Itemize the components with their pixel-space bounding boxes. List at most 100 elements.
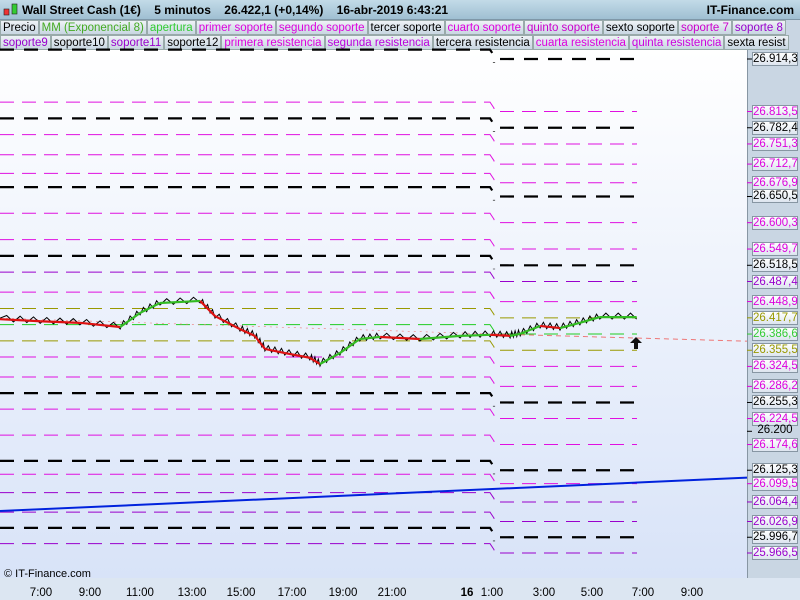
previous-level-line [0, 154, 495, 169]
ema-line [214, 315, 241, 331]
previous-level-line [0, 459, 496, 475]
previous-level-line [0, 48, 496, 63]
price-label: 26.600,3 [752, 215, 798, 230]
ema-line [509, 332, 521, 337]
price-label: 26.712,7 [752, 157, 798, 172]
price-label: 26.255,3 [752, 395, 798, 410]
legend-item[interactable]: soporte9 [0, 35, 51, 50]
previous-level-line [0, 356, 495, 371]
ema-line [460, 333, 491, 337]
time-label: 7:00 [631, 587, 655, 599]
trendline [0, 476, 748, 513]
previous-level-line [0, 324, 495, 339]
previous-level-line [0, 543, 495, 557]
previous-level-line [0, 391, 496, 407]
plot-background [0, 50, 747, 578]
legend-item[interactable]: quinta resistencia [628, 35, 725, 50]
previous-level-line [0, 134, 495, 148]
previous-level-line [0, 408, 495, 423]
previous-level-line [0, 271, 495, 286]
legend-item[interactable]: Precio [0, 20, 39, 35]
previous-level-line [0, 340, 495, 355]
time-label: 9:00 [680, 587, 704, 599]
ema-line [253, 335, 266, 350]
price-label: 26.224,5 [752, 411, 798, 426]
legend-item[interactable]: sexto soporte [602, 20, 678, 35]
price-label: 26.813,5 [752, 104, 798, 119]
legend-item[interactable]: soporte 8 [731, 20, 786, 35]
legend-item[interactable]: quinto soporte [524, 20, 603, 35]
legend-row-2: soporte9 soporte10 soporte11 soporte12 prime… [0, 35, 789, 50]
previous-level-line [0, 307, 495, 322]
ema-line [359, 335, 381, 341]
ema-line [579, 316, 601, 324]
previous-level-line [0, 434, 495, 449]
legend-item[interactable]: sexta resist [724, 35, 789, 50]
price-label: 26.064,4 [752, 494, 798, 509]
ema-line [79, 321, 121, 329]
time-label: 3:00 [532, 587, 556, 599]
previous-level-line [0, 473, 495, 488]
time-label: 13:00 [177, 587, 207, 599]
ema-line [0, 318, 41, 323]
ema-line [490, 333, 511, 337]
ema-line [419, 334, 461, 341]
price-label: 26.487,4 [752, 274, 798, 289]
previous-level-line [0, 511, 495, 526]
ema-line [319, 352, 341, 365]
ema-line [309, 356, 321, 365]
legend-item[interactable]: soporte 7 [677, 20, 732, 35]
last-price-line [492, 333, 748, 342]
ema-line [264, 347, 286, 355]
previous-level-line [0, 291, 495, 306]
ema-line [519, 324, 541, 335]
price-label: 26.914,3 [752, 52, 798, 66]
price-label: 26.650,5 [752, 189, 798, 204]
previous-level-line [0, 239, 495, 254]
price-label: 26.448,9 [752, 294, 798, 309]
ema-line [40, 320, 80, 324]
ema-line [159, 299, 201, 305]
legend-item[interactable]: segunda resistencia [324, 35, 433, 50]
time-label: 5:00 [580, 587, 604, 599]
reference-line [0, 317, 494, 335]
previous-level-line [0, 117, 496, 132]
time-label: 21:00 [377, 587, 407, 599]
time-axis [0, 578, 800, 600]
time-label: 15:00 [226, 587, 256, 599]
price-label: 26.125,3 [752, 463, 798, 478]
time-label: 9:00 [78, 587, 102, 599]
previous-level-line [0, 172, 495, 187]
previous-level-line [0, 254, 496, 270]
price-label: 26.174,6 [752, 437, 798, 452]
price-label: 26.026,9 [752, 514, 798, 529]
price-label: 26.751,3 [752, 136, 798, 151]
price-label: 26.324,5 [752, 359, 798, 374]
ema-line [239, 328, 256, 337]
candlestick-logo-icon [3, 3, 18, 16]
legend-item[interactable]: segundo soporte [275, 20, 368, 35]
price-label: 26.355,5 [752, 343, 798, 358]
price-label: 25.996,7 [752, 530, 798, 545]
price-chart[interactable] [0, 0, 800, 578]
legend-item[interactable]: primer soporte [195, 20, 276, 35]
ema-line [539, 324, 561, 330]
previous-level-line [0, 526, 496, 542]
legend-item[interactable]: tercer soporte [367, 20, 445, 35]
previous-level-line [0, 101, 495, 116]
price-line [0, 296, 637, 368]
title-bar: Wall Street Cash (1€) 5 minutos 26.422,1… [0, 0, 800, 20]
price-label: 26.518,5 [752, 258, 798, 273]
legend-item[interactable]: apertura [146, 20, 196, 35]
previous-level-line [0, 186, 496, 201]
legend-item[interactable]: cuarta resistencia [532, 35, 629, 50]
instrument-title: Wall Street Cash (1€) 5 minutos 26.422,1… [22, 3, 449, 17]
time-label: 1:00 [480, 587, 504, 599]
previous-level-line [0, 492, 495, 506]
time-label: 11:00 [126, 587, 154, 599]
legend-item[interactable]: cuarto soporte [444, 20, 525, 35]
ema-line [339, 338, 361, 354]
legend-item[interactable]: soporte11 [107, 35, 165, 50]
legend-item[interactable]: MM (Exponencial 8) [38, 20, 147, 35]
price-label: 25.966,5 [752, 545, 798, 560]
